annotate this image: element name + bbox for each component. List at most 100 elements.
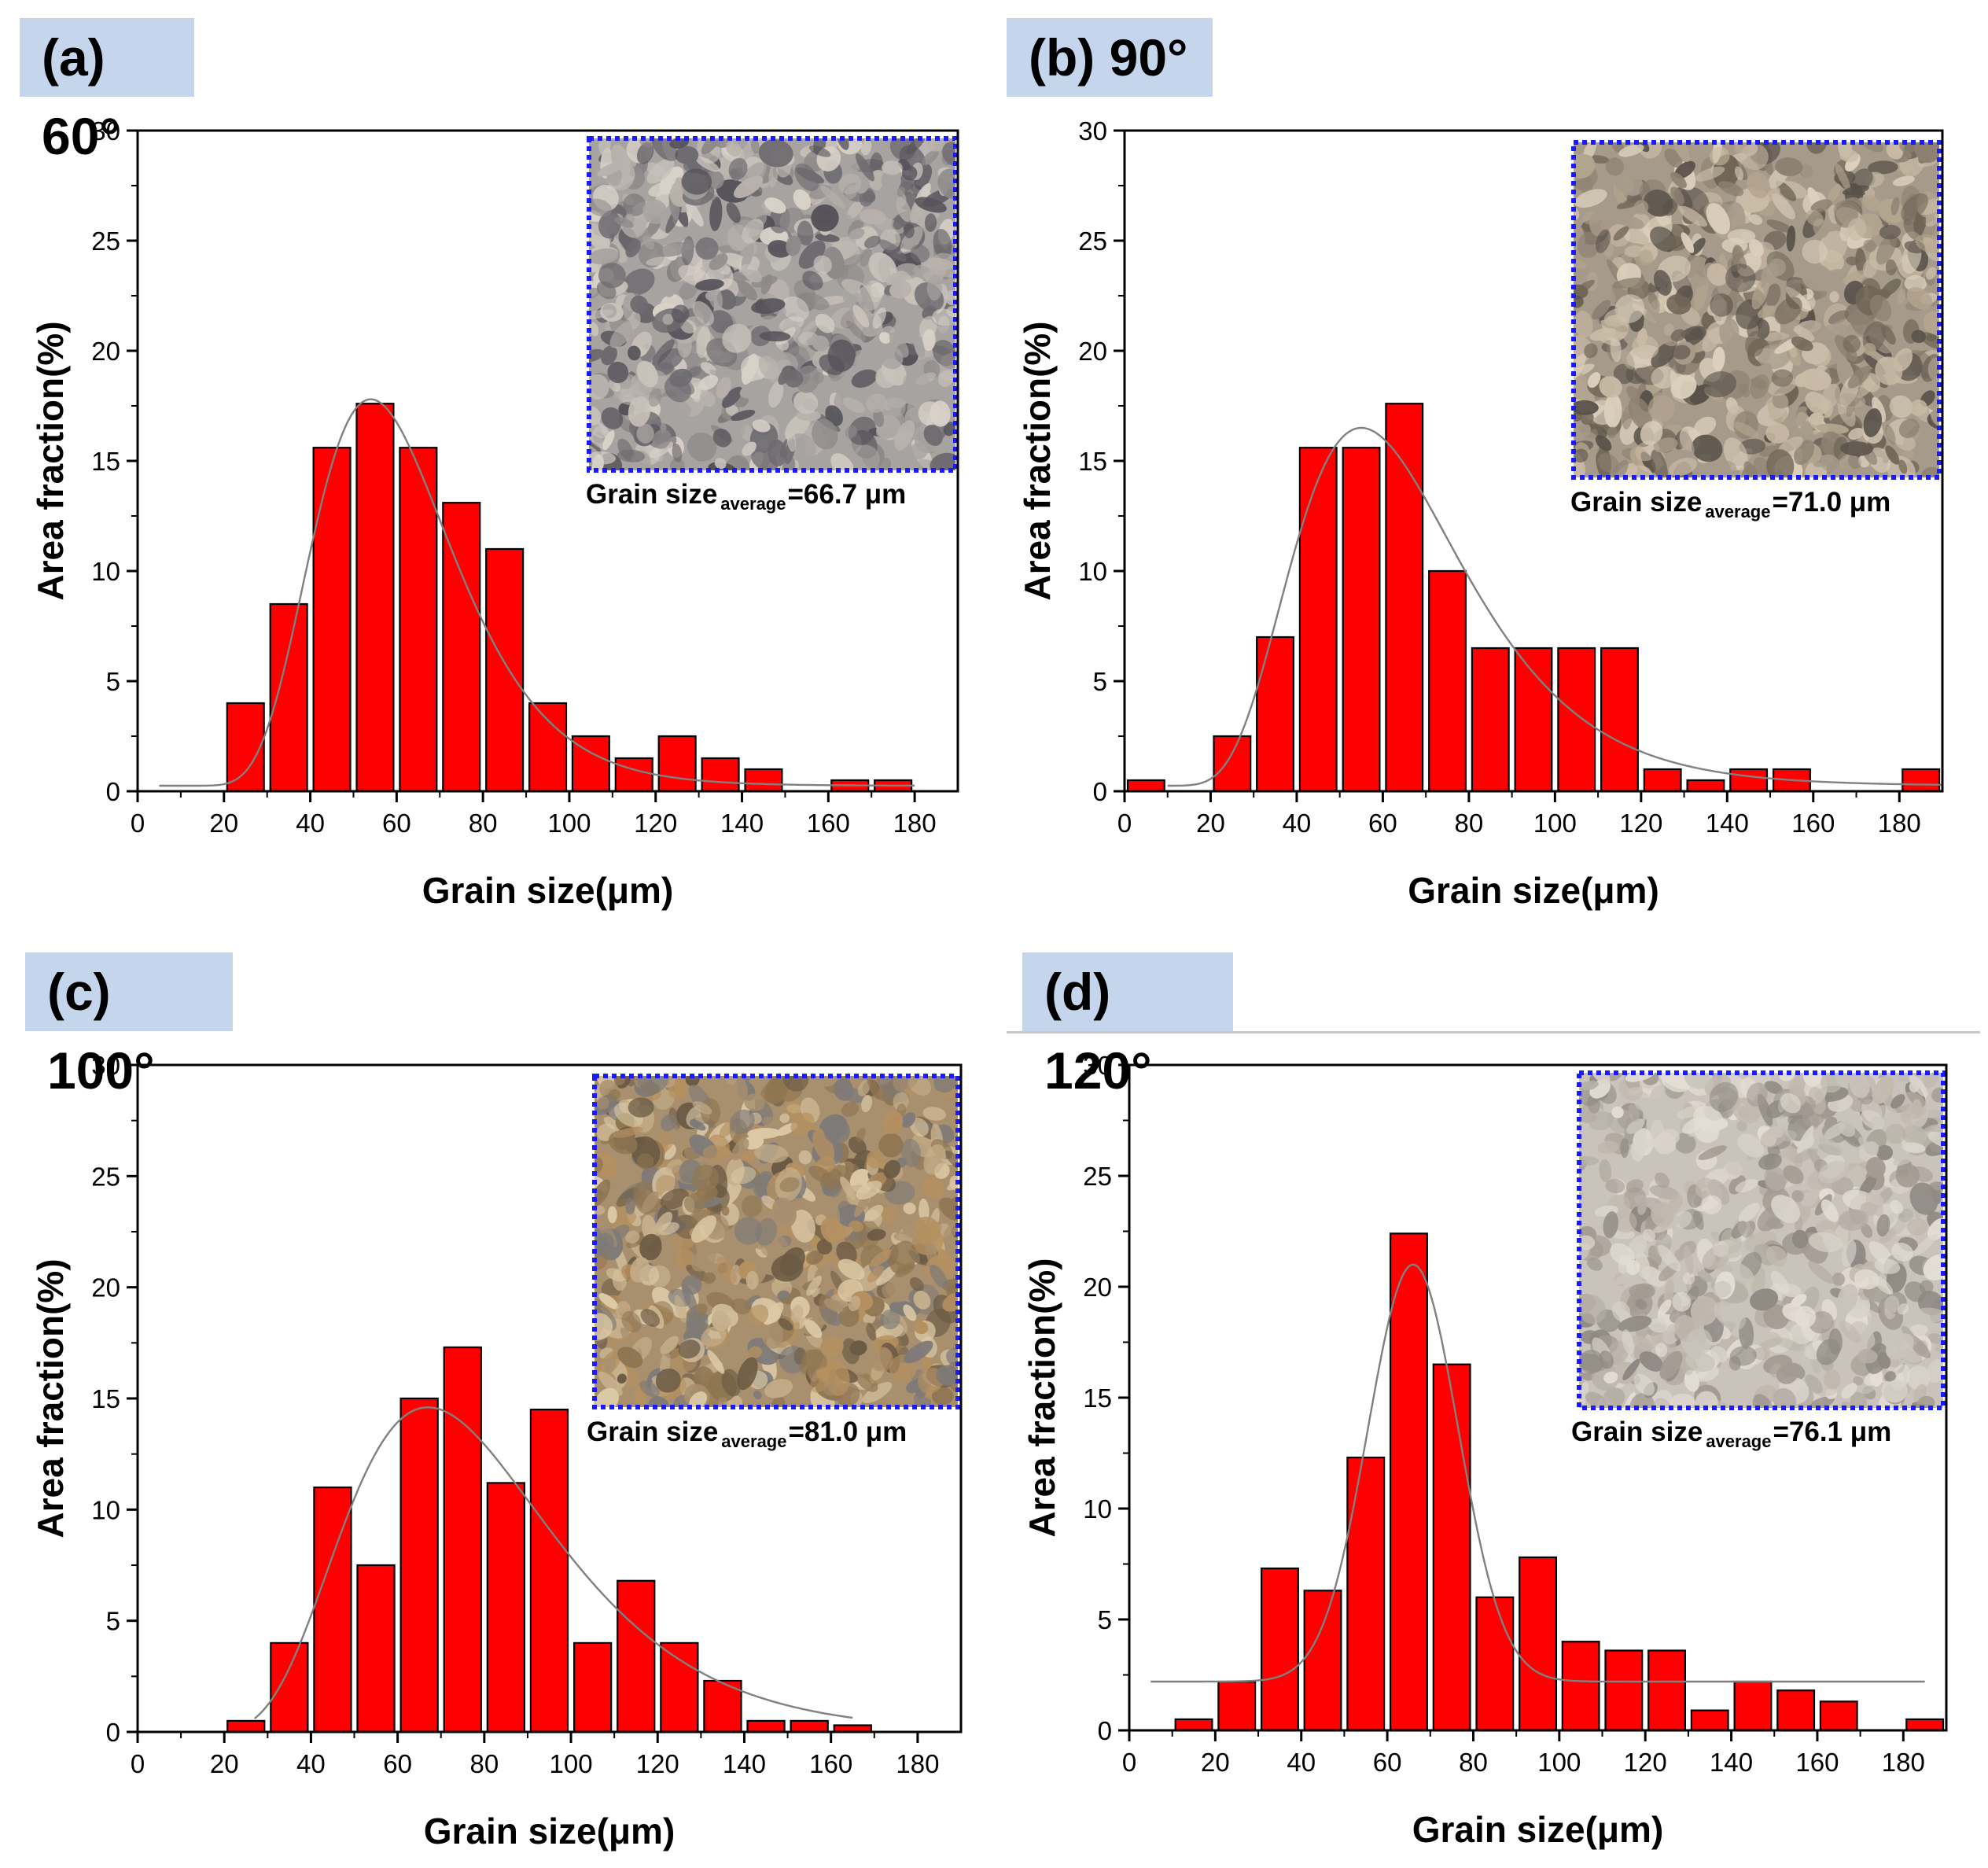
micrograph-grain <box>702 1272 716 1284</box>
micrograph-grain <box>1764 1166 1787 1191</box>
micrograph-grain <box>1898 1092 1927 1119</box>
micrograph-grain <box>855 153 874 182</box>
micrograph-grain <box>1729 1346 1758 1366</box>
micrograph-grain <box>944 422 955 437</box>
micrograph-grain <box>1695 1177 1714 1198</box>
micrograph-grain <box>1611 1106 1624 1118</box>
micrograph-grain <box>1713 1280 1732 1298</box>
micrograph-grain <box>1846 218 1867 241</box>
micrograph-grain <box>642 1191 659 1214</box>
micrograph-grain <box>652 339 675 366</box>
micrograph-grain <box>1695 1391 1718 1408</box>
micrograph-grain <box>1862 258 1878 278</box>
x-tick-label: 40 <box>1287 1748 1316 1777</box>
micrograph-grain <box>733 175 764 198</box>
micrograph-grain <box>782 1076 809 1092</box>
micrograph-grain <box>742 1195 763 1218</box>
y-tick-label: 5 <box>106 667 120 696</box>
micrograph-grain <box>1848 427 1865 440</box>
micrograph-grain <box>731 410 756 421</box>
micrograph-grain <box>1587 1257 1603 1271</box>
micrograph-grain <box>1849 1073 1870 1099</box>
micrograph-grain <box>728 157 748 180</box>
micrograph-grain <box>1853 1376 1863 1386</box>
micrograph-grain <box>779 1177 800 1192</box>
micrograph-grain <box>764 197 786 214</box>
micrograph-grain <box>1818 1160 1848 1184</box>
micrograph-grain <box>595 1313 613 1340</box>
micrograph-grain <box>896 1262 915 1277</box>
x-tick-label: 0 <box>131 809 145 838</box>
micrograph-texture <box>1579 1073 1943 1408</box>
micrograph-grain <box>1935 1339 1943 1352</box>
micrograph-grain <box>1766 219 1793 233</box>
micrograph-grain <box>1635 1299 1647 1310</box>
micrograph-grain <box>896 186 906 197</box>
micrograph-grain <box>1805 392 1829 414</box>
micrograph-grain <box>1901 193 1928 221</box>
grain-size-text: Grain size <box>587 1417 718 1447</box>
micrograph-grain <box>1802 239 1828 264</box>
micrograph-grain <box>1630 1138 1662 1149</box>
micrograph-grain <box>1629 1284 1652 1300</box>
micrograph-grain <box>1622 404 1633 430</box>
micrograph-grain <box>1628 396 1652 429</box>
micrograph-grain <box>1670 171 1687 189</box>
micrograph-grain <box>1778 436 1804 455</box>
micrograph-grain <box>862 1382 893 1404</box>
micrograph-grain <box>609 321 635 348</box>
x-tick-label: 180 <box>893 809 937 838</box>
micrograph-grain <box>709 197 723 231</box>
micrograph-grain <box>1618 1078 1644 1101</box>
micrograph-grain <box>1574 400 1599 415</box>
y-axis-label: Area fraction(%) <box>1017 321 1058 600</box>
micrograph-grain <box>1865 1157 1886 1178</box>
micrograph-grain <box>1672 344 1691 360</box>
x-tick-label: 100 <box>1537 1748 1581 1777</box>
y-tick-label: 0 <box>106 777 120 806</box>
micrograph-grain <box>1574 189 1607 208</box>
y-tick-label: 15 <box>1083 1383 1112 1413</box>
x-tick-label: 60 <box>1373 1748 1402 1777</box>
micrograph-grain <box>1638 142 1662 159</box>
micrograph-grain <box>856 1127 866 1143</box>
grain-size-average-label: Grain size average=76.1 μm <box>1571 1417 1891 1451</box>
micrograph-grain <box>701 1325 727 1347</box>
y-tick-label: 10 <box>91 557 120 586</box>
micrograph-grain <box>1633 1373 1655 1396</box>
micrograph-grain <box>660 1188 689 1210</box>
micrograph-grain <box>904 1340 933 1364</box>
micrograph-grain <box>589 451 617 465</box>
micrograph-grain <box>648 182 672 197</box>
micrograph-grain <box>906 1380 922 1394</box>
micrograph-grain <box>1647 1390 1673 1408</box>
micrograph-grain <box>938 1197 958 1221</box>
micrograph-grain <box>820 185 845 209</box>
micrograph-grain <box>914 1321 929 1335</box>
x-tick-label: 80 <box>1459 1748 1488 1777</box>
micrograph-inset <box>1571 140 1942 480</box>
micrograph-grain <box>851 369 878 388</box>
micrograph-grain <box>1930 411 1939 426</box>
micrograph-grain <box>1631 1336 1655 1350</box>
bar <box>1428 569 1467 793</box>
micrograph-grain <box>820 1217 844 1243</box>
micrograph-grain <box>675 146 699 164</box>
micrograph-grain <box>1719 318 1740 347</box>
micrograph-grain <box>866 1149 885 1169</box>
x-tick-label: 180 <box>896 1749 939 1778</box>
panel-label-b: (b) 90° <box>1007 18 1213 97</box>
micrograph-grain <box>1764 1081 1783 1094</box>
x-tick-label: 20 <box>209 809 238 838</box>
micrograph-grain <box>1574 208 1580 220</box>
micrograph-grain <box>830 453 855 470</box>
micrograph-grain <box>1820 454 1839 473</box>
micrograph-grain <box>815 313 835 333</box>
micrograph-grain <box>1898 1303 1909 1315</box>
micrograph-grain <box>680 319 697 333</box>
micrograph-grain <box>823 1380 839 1396</box>
micrograph-grain <box>720 1076 749 1103</box>
micrograph-grain <box>786 235 801 256</box>
micrograph-grain <box>893 216 905 230</box>
micrograph-grain <box>1657 1244 1681 1272</box>
